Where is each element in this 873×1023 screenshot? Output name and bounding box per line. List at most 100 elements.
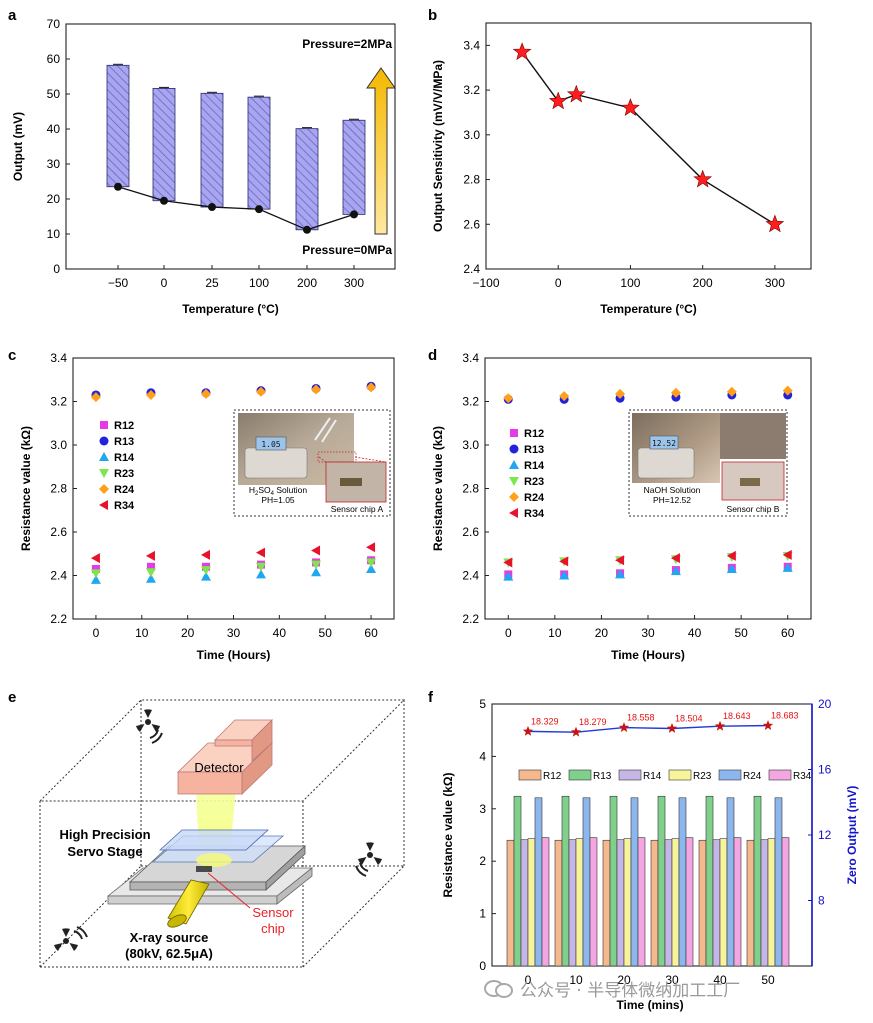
- bar: [200, 92, 224, 208]
- legend-marker-r34: [99, 500, 108, 510]
- data-point-r34: [615, 555, 625, 566]
- legend-swatch-r23: [668, 769, 692, 781]
- stage-label-line2: Servo Stage: [67, 844, 142, 859]
- panel-d: d 2.2 2.4 2.6 2.8 3.0 3.2 3.4 0 10 20 30 40 50 60 Res…: [428, 347, 812, 662]
- ph-display-icon: [649, 435, 679, 450]
- panel-f-xlabel: Time (mins): [616, 998, 683, 1012]
- x-tick-label: 0: [555, 276, 562, 290]
- data-point-r34: [256, 547, 266, 558]
- sensor-chip-icon: [340, 478, 362, 486]
- legend-marker-r23: [99, 469, 109, 478]
- legend-marker-r14: [99, 452, 109, 461]
- zero-output-label: 18.683: [771, 711, 799, 721]
- bar-r12: [746, 839, 755, 967]
- x-tick-label: 200: [693, 276, 713, 290]
- bar-r14: [712, 839, 721, 967]
- y-tick-label: 2.2: [50, 612, 67, 626]
- watermark-text: 公众号 · 半导体微纳加工工厂: [520, 980, 741, 1001]
- watermark: 公众号 · 半导体微纳加工工厂: [484, 975, 864, 1001]
- y-tick-label: 3.2: [463, 83, 480, 97]
- bar-r34: [781, 837, 790, 967]
- bar-r24: [630, 797, 639, 967]
- bar-r34: [541, 837, 550, 967]
- x-tick-label: 10: [569, 973, 583, 987]
- y-tick-label: 2.4: [462, 569, 479, 583]
- x-tick-label: 50: [761, 973, 775, 987]
- data-point-r14: [615, 569, 626, 579]
- bar-r13: [657, 795, 666, 967]
- electrode-icon: [314, 417, 337, 443]
- data-point-r34: [782, 549, 792, 560]
- y-tick-label: 3.4: [50, 351, 67, 365]
- x-tick-label: 100: [249, 276, 269, 290]
- y-tick-label: 2.8: [50, 482, 67, 496]
- x-tick-label: 20: [595, 626, 609, 640]
- legend-label: R23: [693, 771, 712, 782]
- sensor-chip-icon: [740, 478, 760, 486]
- legend-label: R24: [743, 771, 762, 782]
- data-point-r24: [670, 387, 681, 398]
- bar-r13: [561, 795, 570, 967]
- bar: [295, 128, 319, 231]
- y-tick-label: 0: [479, 959, 486, 973]
- y2-tick-label: 12: [818, 828, 832, 842]
- sensitivity-line: [521, 51, 776, 225]
- legend-label: R14: [114, 452, 135, 464]
- legend-label: R23: [524, 476, 544, 488]
- zero-pressure-point: [350, 210, 358, 219]
- y-tick-label: 2.6: [463, 217, 480, 231]
- data-point-r24: [256, 386, 267, 397]
- xray-label-line1: X-ray source: [130, 930, 209, 945]
- x-tick-label: 50: [319, 626, 333, 640]
- xray-label-line2: (80kV, 62.5μA): [125, 946, 213, 961]
- bar-r34: [733, 837, 742, 967]
- data-point-r34: [200, 549, 210, 560]
- y-tick-label: 3.0: [462, 438, 479, 452]
- bar-r14: [568, 839, 577, 967]
- bar-r23: [767, 838, 776, 967]
- bar-r12: [506, 839, 515, 967]
- zero-output-label: 18.558: [627, 713, 655, 723]
- bar: [342, 119, 366, 215]
- bar-r23: [527, 838, 536, 967]
- data-point-r12: [146, 562, 155, 571]
- sensor-label-line1: Sensor: [252, 905, 294, 920]
- y-tick-label: 1: [479, 907, 486, 921]
- panel-a: a 0 10 20 30 40 50 60 70 −50 0 25 100 200 300 Output …: [8, 7, 396, 316]
- bar-r14: [520, 839, 529, 967]
- y-tick-label: 2.6: [462, 525, 479, 539]
- data-point-r14: [200, 571, 211, 581]
- zero-pressure-point: [160, 196, 168, 205]
- bar-r13: [753, 795, 762, 967]
- data-point-r23: [256, 562, 267, 572]
- bar-r23: [623, 838, 632, 967]
- legend-label: R14: [643, 771, 662, 782]
- data-point-r34: [559, 556, 569, 567]
- bar-r23: [575, 838, 584, 967]
- legend-label: R12: [114, 420, 134, 432]
- data-point-r24: [615, 388, 626, 399]
- legend-label: R13: [524, 444, 544, 456]
- panel-b-letter: b: [428, 7, 437, 24]
- legend-label: R34: [793, 771, 812, 782]
- bar: [247, 96, 271, 210]
- x-tick-label: 0: [93, 626, 100, 640]
- x-tick-label: 10: [135, 626, 149, 640]
- data-point-r34: [670, 553, 680, 564]
- inset-frame: [233, 409, 391, 517]
- legend-swatch-r13: [568, 769, 592, 781]
- y-tick-label: 30: [47, 157, 61, 171]
- y-tick-label: 3.4: [462, 351, 479, 365]
- panel-d-xlabel: Time (Hours): [611, 648, 685, 662]
- bar-r24: [774, 797, 783, 967]
- x-tick-label: 60: [781, 626, 795, 640]
- inset-d-chip-label: Sensor chip B: [727, 504, 780, 514]
- data-point-r34: [311, 545, 321, 556]
- panel-a-ylabel: Output (mV): [11, 112, 25, 181]
- plot-frame: [65, 23, 396, 270]
- bar-r34: [685, 837, 694, 967]
- inset-c-solution: H2SO4 Solution: [249, 485, 307, 497]
- panel-a-letter: a: [8, 7, 17, 24]
- wechat-icon: [484, 978, 514, 998]
